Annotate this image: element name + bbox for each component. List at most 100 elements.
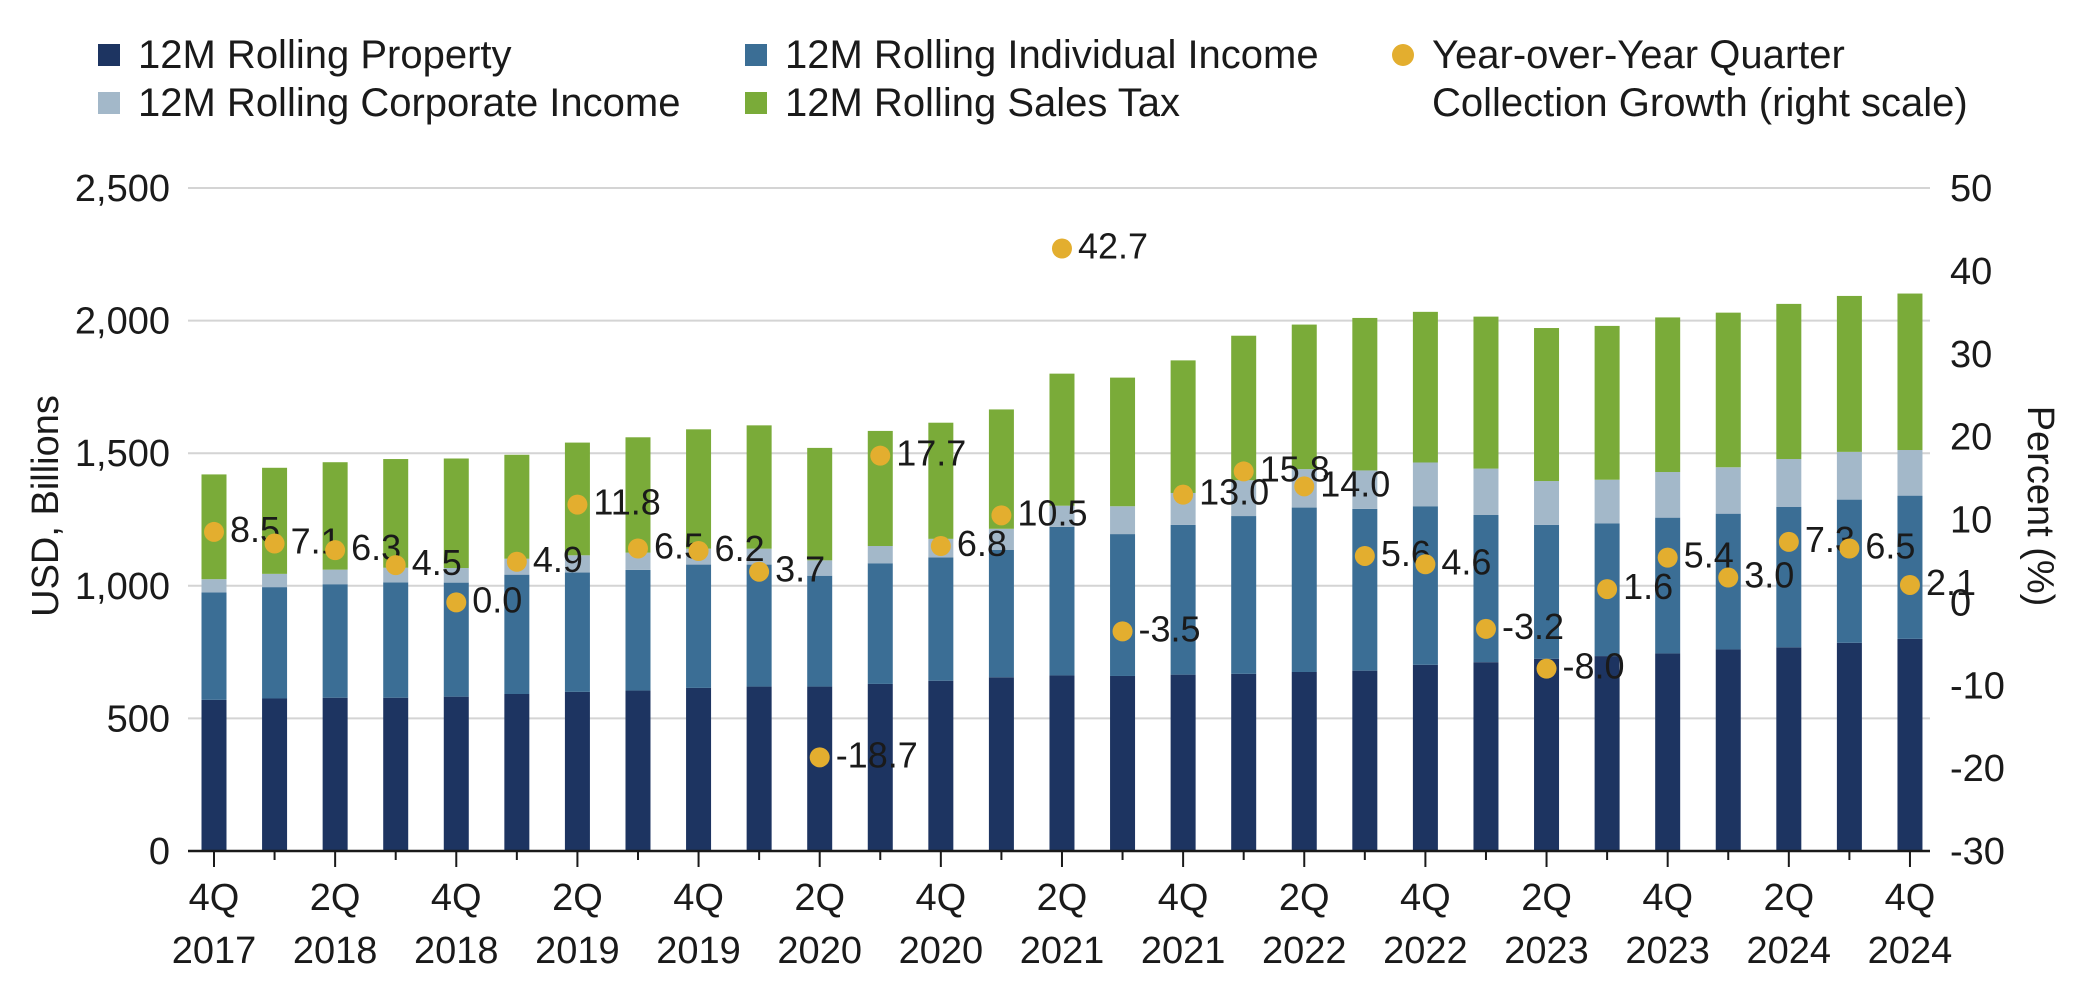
bar-segment-sales-tax	[1352, 317, 1378, 471]
left-tick-label: 2,500	[75, 168, 170, 210]
x-tick-label-year: 2024	[1747, 930, 1832, 972]
bar-segment-property	[1352, 670, 1378, 851]
bar-segment-corporate-income	[1715, 467, 1741, 514]
growth-dot	[1778, 531, 1799, 552]
legend-swatch-sales-tax	[745, 92, 767, 114]
bar-segment-property	[746, 686, 772, 851]
growth-dot-label: -3.2	[1502, 606, 1564, 647]
bar-segment-individual-income	[383, 582, 409, 698]
growth-dot	[1475, 618, 1496, 639]
bar-segment-property	[1534, 658, 1560, 851]
bar-segment-corporate-income	[1110, 506, 1136, 535]
bar-segment-sales-tax	[1534, 328, 1560, 482]
bar-segment-individual-income	[1836, 499, 1862, 643]
bar-segment-property	[383, 697, 409, 851]
bar-segment-sales-tax	[1776, 303, 1802, 460]
bar-segment-individual-income	[1897, 495, 1923, 639]
bar-segment-individual-income	[1352, 508, 1378, 671]
x-tick-label-year: 2017	[172, 930, 257, 972]
bar-segment-corporate-income	[1776, 459, 1802, 507]
x-tick-label-year: 2023	[1625, 930, 1710, 972]
bar-segment-sales-tax	[1291, 324, 1317, 470]
x-tick-label-quarter: 2Q	[310, 877, 361, 919]
bar-segment-corporate-income	[867, 546, 893, 564]
bar-segment-corporate-income	[1897, 450, 1923, 496]
bar-segment-sales-tax	[1049, 373, 1075, 506]
bar-segment-property	[322, 697, 348, 851]
bar-segment-sales-tax	[625, 437, 651, 553]
right-tick-label: 30	[1950, 334, 1992, 376]
bar-segment-individual-income	[1534, 524, 1560, 659]
x-tick-label-quarter: 4Q	[189, 877, 240, 919]
bar-segment-individual-income	[867, 563, 893, 684]
x-tick-label-year: 2019	[656, 930, 741, 972]
x-tick-label-year: 2018	[414, 930, 499, 972]
bar-segment-sales-tax	[1836, 295, 1862, 452]
x-tick-label-year: 2019	[535, 930, 620, 972]
bar-segment-individual-income	[1412, 506, 1438, 665]
bar-segment-corporate-income	[1836, 451, 1862, 500]
growth-dot	[1657, 547, 1678, 568]
growth-dot	[506, 551, 527, 572]
x-tick-label-quarter: 2Q	[1037, 877, 1088, 919]
axes: 0 500 1,000 1,500 2,000 2,500 -30 -20 -10 0 10 20 30…	[75, 168, 2005, 873]
growth-dot	[930, 536, 951, 557]
growth-dot	[1173, 484, 1194, 505]
bar-segment-corporate-income	[1594, 479, 1620, 524]
bar-segment-individual-income	[1291, 507, 1317, 672]
growth-dot-label: 6.8	[957, 523, 1007, 564]
x-tick-label-quarter: 4Q	[431, 877, 482, 919]
bar-segment-property	[1473, 662, 1499, 851]
bar-segment-corporate-income	[1352, 470, 1378, 509]
growth-dot	[385, 555, 406, 576]
x-tick-label-year: 2018	[293, 930, 378, 972]
bar-segment-sales-tax	[1412, 311, 1438, 463]
bar-segment-individual-income	[686, 564, 712, 688]
right-tick-label: -30	[1950, 831, 2005, 873]
bar-segment-property	[1412, 664, 1438, 851]
bar-segment-individual-income	[1110, 534, 1136, 676]
bar-segment-corporate-income	[988, 528, 1014, 550]
legend-label-individual-income: 12M Rolling Individual Income	[785, 33, 1319, 77]
bar-segment-property	[1170, 674, 1196, 851]
bar-segment-property	[564, 691, 590, 851]
bar-segment-corporate-income	[443, 568, 469, 583]
growth-dot	[446, 592, 467, 613]
right-tick-label: 0	[1950, 582, 1971, 624]
axis-titles: USD, Billions Percent (%)	[25, 395, 2061, 617]
growth-dot-label: -3.5	[1139, 608, 1201, 649]
growth-dot	[325, 540, 346, 561]
bar-segment-individual-income	[746, 564, 772, 687]
growth-dot-label: 3.0	[1744, 555, 1794, 596]
bar-segment-property	[988, 677, 1014, 851]
growth-dot-label: 0.0	[472, 579, 522, 620]
bar-segment-sales-tax	[807, 447, 833, 561]
right-axis-title: Percent (%)	[2019, 406, 2061, 607]
x-tick-label-year: 2023	[1504, 930, 1589, 972]
growth-dots: 8.5 7.1 6.3 4.50.04.911.86.5 6.23.7-18.717.7…	[204, 225, 1976, 775]
bar-segment-sales-tax	[686, 429, 712, 549]
bar-segment-individual-income	[1231, 516, 1257, 674]
bar-segment-sales-tax	[1715, 312, 1741, 468]
bar-segment-sales-tax	[1594, 325, 1620, 480]
bar-segment-corporate-income	[1655, 472, 1681, 518]
growth-dot	[1051, 238, 1072, 259]
right-tick-label: -20	[1950, 748, 2005, 790]
x-tick-label-quarter: 4Q	[1158, 877, 1209, 919]
growth-dot-label: 6.5	[1865, 526, 1915, 567]
bar-segment-sales-tax	[1655, 317, 1681, 473]
right-tick-label: 40	[1950, 251, 1992, 293]
growth-dot	[204, 521, 224, 542]
bar-segment-individual-income	[807, 575, 833, 687]
bar-segment-property	[807, 686, 833, 851]
bar-segment-property	[867, 683, 893, 851]
bar-segment-individual-income	[322, 584, 348, 698]
legend-label-yoy-growth-line2: Collection Growth (right scale)	[1432, 81, 1968, 125]
growth-dot-label: 4.6	[1441, 541, 1491, 582]
x-tick-label-quarter: 4Q	[673, 877, 724, 919]
growth-dot	[1294, 476, 1315, 497]
growth-dot	[749, 561, 770, 582]
bar-segment-property	[1897, 638, 1923, 851]
bar-segment-sales-tax	[1473, 316, 1499, 469]
x-tick-label-quarter: 4Q	[1885, 877, 1936, 919]
